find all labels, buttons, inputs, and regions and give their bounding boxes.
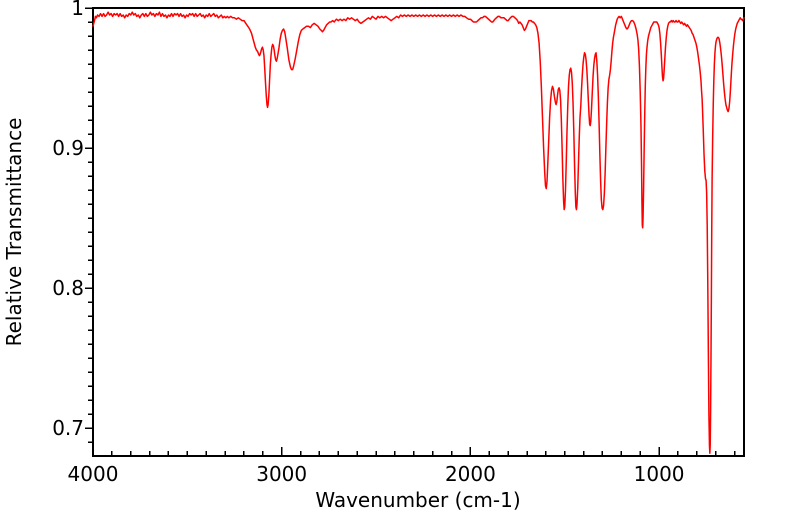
spectrum-series (92, 11, 745, 454)
y-tick-label-1: 1 (71, 0, 84, 20)
y-tick-label-0.9: 0.9 (52, 136, 84, 160)
y-axis-title: Relative Transmittance (2, 118, 26, 347)
x-axis-ticks (92, 447, 736, 456)
y-tick-label-0.7: 0.7 (52, 416, 84, 440)
y-axis-ticks (85, 7, 93, 443)
x-axis-title: Wavenumber (cm-1) (315, 488, 520, 512)
y-axis-tick-labels: 1 0.9 0.8 0.7 (52, 0, 84, 440)
x-tick-label-3000: 3000 (256, 462, 307, 486)
x-tick-label-1000: 1000 (634, 462, 685, 486)
y-tick-label-0.8: 0.8 (52, 276, 84, 300)
x-axis-tick-labels: 4000 3000 2000 1000 (68, 462, 685, 486)
spectrum-line (92, 11, 745, 454)
x-tick-label-2000: 2000 (445, 462, 496, 486)
x-tick-label-4000: 4000 (68, 462, 119, 486)
